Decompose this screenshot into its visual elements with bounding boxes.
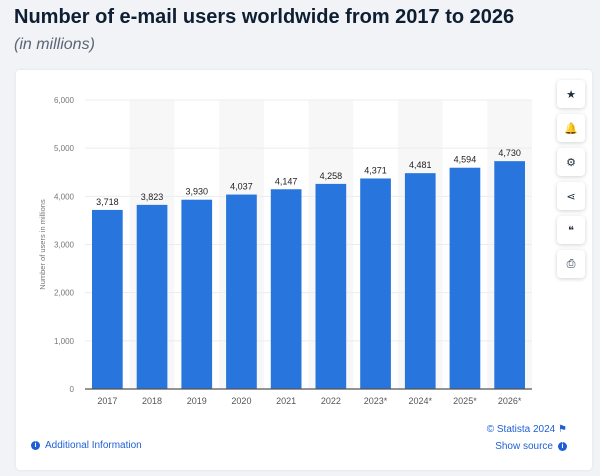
y-tick-label: 2,000: [54, 289, 75, 298]
additional-information-link[interactable]: i Additional Information: [31, 440, 142, 451]
quote-button[interactable]: ❝: [557, 216, 585, 244]
x-tick-label: 2024*: [408, 396, 432, 406]
share-button[interactable]: ⋖: [557, 182, 585, 210]
copyright-link[interactable]: © Statista 2024 ⚑: [487, 424, 567, 435]
data-label: 4,147: [275, 176, 298, 186]
bar-2023*[interactable]: [360, 178, 391, 389]
data-label: 4,258: [320, 171, 343, 181]
bar-2020[interactable]: [226, 194, 257, 389]
chart-subtitle: (in millions): [14, 36, 95, 53]
data-label: 4,481: [409, 160, 432, 170]
y-tick-label: 6,000: [54, 96, 75, 105]
data-label: 3,930: [185, 187, 208, 197]
bar-2024*[interactable]: [404, 173, 436, 389]
y-tick-label: 3,000: [54, 241, 75, 250]
x-tick-label: 2025*: [453, 396, 477, 406]
info-icon: i: [558, 442, 567, 451]
show-source-label: Show source: [495, 441, 553, 452]
bar-2021[interactable]: [270, 189, 302, 389]
y-tick-label: 0: [70, 385, 75, 394]
x-tick-label: 2026*: [498, 396, 522, 406]
data-label: 4,730: [498, 148, 521, 158]
print-button[interactable]: ⎙: [557, 250, 585, 278]
bar-2017[interactable]: [92, 209, 123, 389]
x-tick-label: 2018: [142, 396, 162, 406]
bar-2018[interactable]: [136, 204, 168, 389]
chart-title: Number of e-mail users worldwide from 20…: [14, 6, 515, 28]
chart-card: 0 1,000 2,000 3,000 4,000 5,000 6,000 Number of…: [16, 70, 592, 470]
show-source-link[interactable]: Show source i: [495, 441, 567, 452]
data-label: 4,037: [230, 182, 253, 192]
bar-2025*[interactable]: [449, 167, 481, 389]
gear-button[interactable]: ⚙: [557, 148, 585, 176]
bar-chart: 0 1,000 2,000 3,000 4,000 5,000 6,000 Number of…: [38, 96, 532, 406]
star-button[interactable]: ★: [557, 80, 585, 108]
data-label: 4,371: [364, 165, 387, 175]
bar-2026*[interactable]: [494, 161, 525, 389]
x-tick-label: 2017: [97, 396, 117, 406]
data-label: 3,823: [141, 192, 164, 202]
data-label: 4,594: [454, 155, 477, 165]
x-tick-label: 2022: [321, 396, 341, 406]
copyright-label: © Statista 2024: [486, 424, 556, 435]
info-icon: i: [31, 441, 40, 450]
x-tick-label: 2020: [231, 396, 251, 406]
flag-icon: ⚑: [558, 424, 567, 435]
y-tick-label: 5,000: [54, 144, 75, 153]
y-tick-label: 4,000: [54, 192, 75, 201]
bell-button[interactable]: 🔔: [557, 114, 585, 142]
additional-information-label: Additional Information: [45, 440, 142, 451]
x-tick-label: 2019: [187, 396, 207, 406]
x-tick-label: 2021: [276, 396, 296, 406]
y-axis-label: Number of users in millions: [38, 199, 47, 290]
y-tick-label: 1,000: [54, 337, 75, 346]
bar-2019[interactable]: [181, 199, 213, 389]
data-label: 3,718: [96, 197, 119, 207]
x-tick-label: 2023*: [364, 396, 388, 406]
bar-2022[interactable]: [315, 183, 347, 389]
